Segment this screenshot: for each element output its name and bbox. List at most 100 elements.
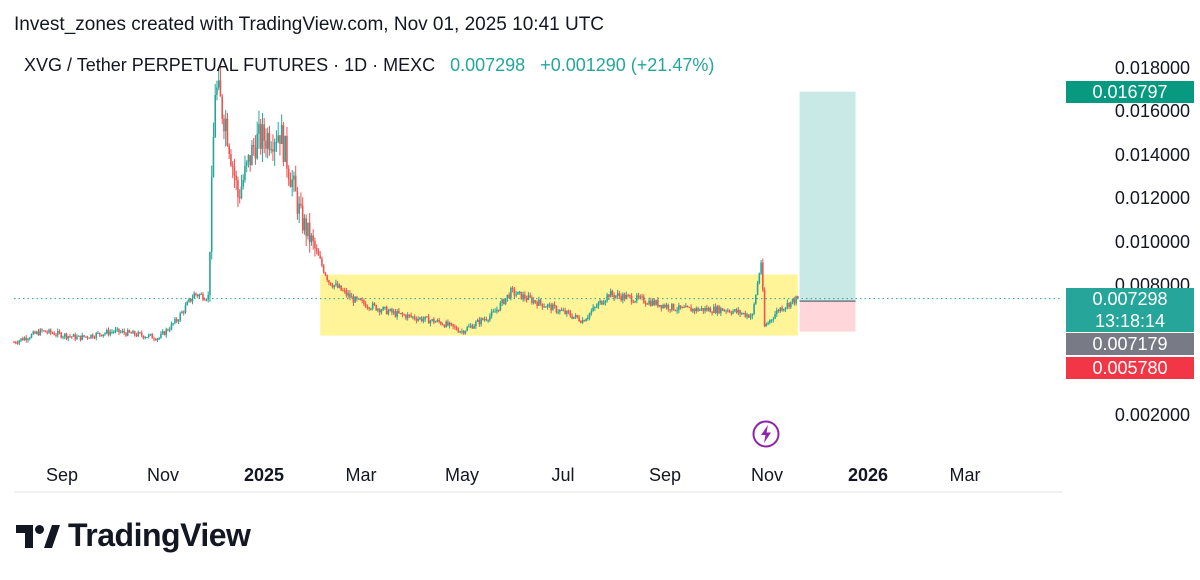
candle-body	[693, 308, 696, 312]
candle-body	[121, 330, 124, 332]
candle-body	[599, 300, 601, 304]
y-tick-label: 0.010000	[1114, 232, 1190, 252]
tradingview-wordmark: TradingView	[68, 517, 251, 553]
candle-body	[342, 290, 344, 292]
candle-body	[298, 203, 300, 214]
candle-body	[413, 316, 416, 319]
candle-body	[426, 316, 428, 318]
candle-body	[235, 175, 237, 181]
candle-body	[601, 300, 603, 305]
candle-body	[753, 303, 755, 314]
x-tick-label: Sep	[45, 465, 79, 485]
candle-body	[49, 329, 52, 333]
candle-body	[209, 251, 211, 295]
candle-body	[13, 342, 15, 344]
candle-body	[790, 301, 792, 308]
candle-body	[132, 331, 134, 334]
candle-body	[517, 291, 519, 295]
candle-body	[125, 333, 127, 336]
candle-body	[156, 338, 159, 341]
candle-body	[532, 300, 535, 303]
candle-body	[431, 319, 433, 321]
candle-body	[613, 294, 615, 298]
candle-body	[39, 329, 42, 336]
candle-body	[476, 319, 479, 322]
candle-body	[42, 330, 45, 332]
candle-body	[611, 290, 614, 295]
candle-body	[667, 304, 670, 310]
candle-body	[189, 299, 192, 302]
symbol-title[interactable]: XVG / Tether PERPETUAL FUTURES · 1D · ME…	[24, 55, 436, 75]
candle-body	[331, 285, 334, 288]
candle-body	[510, 288, 512, 298]
candle-body	[53, 333, 56, 336]
candle-body	[254, 147, 257, 159]
candle-body	[398, 311, 400, 314]
candle-body	[336, 283, 339, 288]
candle-body	[237, 180, 239, 198]
candle-body	[291, 179, 293, 188]
candle-body	[268, 133, 271, 150]
candle-body	[427, 316, 430, 324]
candle-body	[265, 140, 267, 149]
stop-zone	[799, 301, 856, 332]
candle-body	[655, 300, 657, 305]
candle-body	[251, 145, 253, 166]
candle-body	[133, 331, 136, 335]
candle-body	[272, 149, 274, 152]
candle-body	[221, 96, 224, 119]
candle-body	[333, 284, 335, 288]
candle-body	[616, 293, 619, 296]
candle-body	[165, 329, 168, 336]
x-tick-label: Jul	[551, 465, 575, 485]
candle-body	[153, 338, 155, 340]
candle-body	[16, 342, 19, 344]
candle-body	[538, 299, 540, 306]
candle-body	[686, 305, 689, 307]
candle-body	[571, 316, 573, 319]
candle-body	[567, 310, 570, 313]
candle-body	[41, 329, 43, 331]
candle-body	[578, 317, 580, 322]
candle-body	[455, 327, 458, 330]
candle-body	[713, 306, 715, 313]
candle-body	[177, 320, 180, 322]
candle-body	[415, 318, 418, 321]
candle-body	[742, 312, 745, 314]
candle-body	[384, 306, 386, 308]
candle-body	[623, 294, 626, 300]
candle-body	[282, 125, 285, 162]
candle-body	[347, 293, 349, 296]
candle-body	[287, 168, 290, 180]
candle-body	[322, 265, 325, 273]
y-tick-label: 0.002000	[1114, 405, 1190, 425]
candle-body	[191, 298, 194, 302]
candle-body	[396, 311, 398, 317]
candle-body	[769, 320, 771, 323]
candle-body	[34, 331, 36, 334]
tradingview-logo-icon	[16, 524, 60, 548]
candle-body	[303, 218, 306, 231]
candle-body	[422, 319, 425, 322]
candle-body	[63, 333, 66, 337]
candle-body	[179, 313, 182, 321]
price-change: +0.001290 (+21.47%)	[540, 55, 715, 75]
candle-body	[230, 154, 232, 166]
x-tick-label: 2025	[243, 465, 285, 485]
lightning-icon[interactable]	[752, 420, 780, 448]
candle-body	[587, 317, 589, 320]
candle-body	[466, 327, 468, 331]
candle-body	[118, 328, 120, 333]
candle-body	[270, 149, 272, 151]
candle-body	[312, 235, 314, 241]
candle-body	[797, 296, 799, 299]
x-tick-label: Nov	[146, 465, 180, 485]
candle-body	[219, 80, 222, 97]
candle-body	[203, 299, 206, 301]
candle-body	[210, 177, 213, 252]
candle-body	[321, 258, 323, 266]
range-box	[320, 274, 798, 336]
candle-body	[405, 314, 407, 319]
candle-body	[224, 118, 227, 132]
